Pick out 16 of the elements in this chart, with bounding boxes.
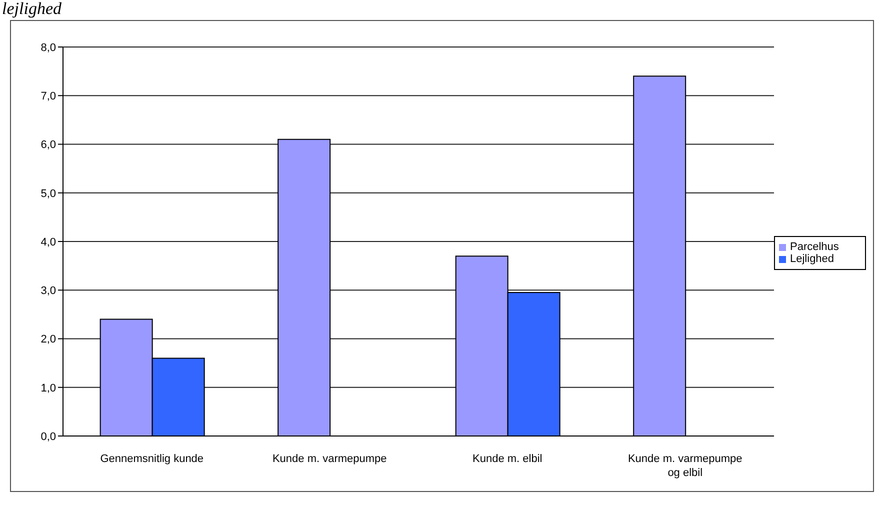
text: lejlighed [2,0,62,18]
y-tick-label: 8,0 [40,42,56,54]
y-tick-label: 3,0 [40,285,56,298]
x-tick-label: Kunde m. elbil [472,453,542,465]
y-tick-label: 0,0 [40,430,56,443]
y-tick-label: 2,0 [40,334,56,346]
y-tick-label: 5,0 [40,188,56,200]
y-tick-label: 6,0 [40,139,56,152]
x-tick-label: Kunde m. varmepumpe [272,453,387,465]
y-tick-label: 1,0 [40,382,56,394]
legend-label: Lejlighed [790,253,834,265]
x-tick-label: Kunde m. varmepumpe og elbil [628,453,742,479]
x-tick-label: Gennemsnitlig kunde [100,453,204,465]
y-tick-label: 4,0 [40,236,56,248]
y-tick-label: 7,0 [40,90,56,103]
legend-label: Parcelhus [790,241,839,253]
